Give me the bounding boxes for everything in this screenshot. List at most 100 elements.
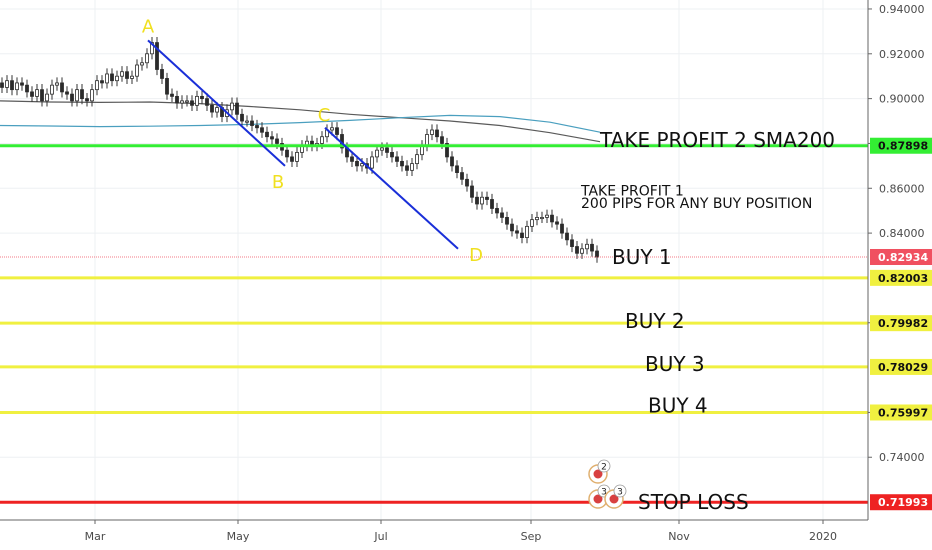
- candle: [485, 196, 489, 200]
- y-tick-label: 0.84000: [879, 227, 925, 240]
- candle: [160, 69, 164, 79]
- candle: [55, 82, 59, 86]
- candle: [390, 152, 394, 158]
- candle: [500, 212, 504, 218]
- event-count-text: 3: [617, 488, 623, 498]
- candle: [185, 100, 189, 103]
- x-tick-label: Mar: [85, 530, 106, 543]
- candle: [25, 84, 29, 93]
- x-tick-label: 2020: [809, 530, 837, 543]
- candle: [105, 73, 109, 84]
- annotation-take-profit-2-sma200: TAKE PROFIT 2 SMA200: [599, 128, 835, 152]
- price-tag-0.87898[interactable]: [870, 137, 932, 154]
- annotation-take-profit-1: TAKE PROFIT 1: [580, 184, 684, 200]
- price-tag-label: 0.82934: [878, 251, 928, 264]
- candle: [550, 214, 554, 223]
- candle: [475, 196, 479, 205]
- event-count-badge: [597, 459, 611, 473]
- candle: [510, 223, 514, 232]
- annotation-buy-3: BUY 3: [645, 352, 705, 376]
- candle: [255, 125, 259, 129]
- event-flag-icon: [593, 469, 603, 479]
- candle: [440, 136, 444, 144]
- candle: [130, 75, 134, 79]
- candle: [490, 199, 494, 209]
- price-tag-0.82934[interactable]: [870, 248, 932, 265]
- candle: [505, 217, 509, 225]
- candle: [95, 80, 99, 91]
- candle: [125, 71, 129, 79]
- candle: [265, 131, 269, 138]
- candle: [215, 107, 219, 113]
- candle: [60, 82, 64, 93]
- annotation-buy-4: BUY 4: [648, 394, 708, 418]
- candle: [540, 217, 544, 220]
- candle: [100, 80, 104, 84]
- trend-line-CD[interactable]: [324, 127, 459, 250]
- y-tick-label: 0.94000: [879, 3, 925, 16]
- x-tick-label: Jul: [373, 530, 387, 543]
- candle: [320, 136, 324, 144]
- candle: [20, 82, 24, 86]
- candle: [395, 156, 399, 162]
- price-tag-label: 0.82003: [878, 272, 928, 285]
- candle: [70, 93, 74, 102]
- candle: [180, 100, 184, 104]
- y-tick-label: 0.74000: [879, 451, 925, 464]
- candle: [65, 91, 69, 95]
- price-tag-0.75997[interactable]: [870, 404, 932, 421]
- candle: [35, 89, 39, 97]
- event-flag-icon: [593, 494, 603, 504]
- candle: [40, 89, 44, 102]
- candle: [85, 98, 89, 102]
- candle: [45, 93, 49, 102]
- candle: [375, 149, 379, 158]
- price-tag-0.82003[interactable]: [870, 269, 932, 286]
- x-tick-label: May: [227, 530, 250, 543]
- candle: [410, 163, 414, 171]
- candle: [430, 129, 434, 135]
- event-count-text: 2: [601, 463, 607, 473]
- event-flag-icon: [609, 494, 619, 504]
- candle: [385, 147, 389, 153]
- candle: [80, 89, 84, 100]
- moving-average-line-2: [0, 114, 601, 133]
- candle: [525, 225, 529, 238]
- candle: [425, 134, 429, 147]
- candle: [50, 84, 54, 95]
- candle: [495, 208, 499, 214]
- candle: [350, 156, 354, 162]
- candle: [590, 243, 594, 252]
- candle: [190, 100, 194, 106]
- candle: [155, 42, 159, 70]
- candle: [415, 154, 419, 165]
- candle: [445, 143, 449, 158]
- candle: [260, 127, 264, 133]
- price-tag-0.71993[interactable]: [870, 494, 932, 511]
- trend-line-AB[interactable]: [147, 39, 286, 167]
- annotation-stop-loss: STOP LOSS: [638, 490, 749, 514]
- wave-label-c: C: [318, 105, 331, 126]
- price-tag-0.78029[interactable]: [870, 358, 932, 375]
- candle: [235, 102, 239, 115]
- wave-label-d: D: [469, 245, 483, 266]
- candle: [240, 113, 244, 122]
- candle: [570, 239, 574, 247]
- y-tick-label: 0.90000: [879, 93, 925, 106]
- event-count-badge: [613, 484, 627, 498]
- candle: [0, 82, 4, 88]
- candle: [150, 42, 154, 55]
- candle: [400, 160, 404, 167]
- price-tag-0.79982[interactable]: [870, 315, 932, 332]
- candle: [585, 243, 589, 250]
- price-tag-label: 0.71993: [878, 496, 928, 509]
- price-tag-label: 0.79982: [878, 317, 928, 330]
- candle: [230, 102, 234, 111]
- candle: [270, 136, 274, 140]
- candle: [165, 78, 169, 95]
- candle: [290, 156, 294, 162]
- price-tag-label: 0.75997: [878, 406, 928, 419]
- candle: [335, 127, 339, 135]
- moving-average-line-1: [0, 100, 601, 143]
